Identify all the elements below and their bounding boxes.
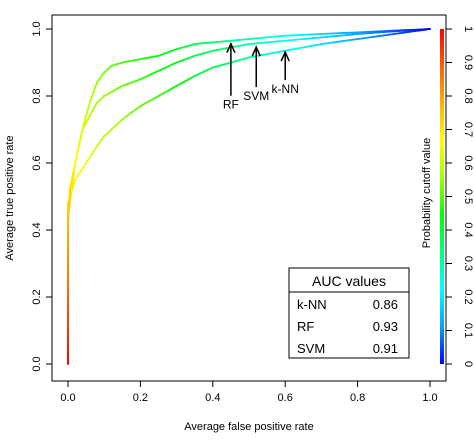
y-tick-label: 0.4 bbox=[31, 222, 43, 237]
y-tick-label: 0.6 bbox=[31, 155, 43, 170]
roc-curve-segment bbox=[130, 108, 137, 114]
x-axis-title: Average false positive rate bbox=[184, 421, 313, 433]
y-tick-label: 0.2 bbox=[31, 289, 43, 304]
y-tick-label: 1.0 bbox=[31, 21, 43, 36]
roc-curve-segment bbox=[121, 115, 128, 121]
colorbar-tick-label: 1 bbox=[462, 26, 474, 32]
annotation-rf: RF bbox=[223, 41, 239, 112]
colorbar-axis: 0 0.1 0.2 0.3 0.4 0.5 0.6 0.7 0.8 0.9 1 bbox=[446, 26, 474, 367]
auc-row-model: k-NN bbox=[297, 297, 327, 312]
x-tick-label: 0.0 bbox=[60, 392, 75, 404]
roc-curve-segment bbox=[71, 178, 74, 186]
annotation-arrow-head bbox=[280, 50, 290, 62]
roc-curve-segment bbox=[83, 117, 87, 126]
auc-row-value: 0.86 bbox=[373, 297, 398, 312]
roc-curve-k-nn bbox=[67, 28, 431, 365]
roc-curve-segment bbox=[115, 61, 124, 66]
x-tick-label: 1.0 bbox=[422, 392, 437, 404]
colorbar-tick-label: 0.3 bbox=[462, 256, 474, 271]
colorbar bbox=[440, 29, 444, 364]
colorbar-tick-label: 0.7 bbox=[462, 122, 474, 137]
roc-curve-segment bbox=[77, 139, 81, 148]
roc-curve-segment bbox=[87, 101, 91, 109]
roc-curve-segment bbox=[110, 63, 118, 67]
x-tick-label: 0.6 bbox=[278, 392, 293, 404]
auc-table-box bbox=[288, 267, 410, 359]
roc-curves bbox=[67, 28, 431, 365]
colorbar-tick-label: 0.8 bbox=[462, 88, 474, 103]
roc-curve-segment bbox=[79, 134, 83, 142]
roc-curve-segment bbox=[68, 199, 72, 207]
x-tick-label: 0.8 bbox=[350, 392, 365, 404]
annotation-arrow-head bbox=[251, 45, 261, 57]
roc-curve-segment bbox=[73, 162, 77, 170]
plot-frame bbox=[51, 14, 447, 382]
auc-table-title: AUC values bbox=[312, 273, 386, 289]
annotation-label: RF bbox=[223, 98, 239, 112]
roc-curve-segment bbox=[423, 28, 431, 31]
roc-curve-segment bbox=[125, 111, 133, 117]
roc-curve-segment bbox=[76, 145, 80, 153]
x-axis: 0.0 0.2 0.4 0.6 0.8 1.0 bbox=[60, 381, 438, 404]
curve-annotations: RF SVM k-NN bbox=[223, 41, 299, 112]
annotation-label: SVM bbox=[243, 89, 269, 103]
x-tick-label: 0.2 bbox=[133, 392, 148, 404]
auc-table: AUC values k-NN 0.86 RF 0.93 SVM 0.91 bbox=[288, 267, 410, 359]
colorbar-tick-label: 0.5 bbox=[462, 189, 474, 204]
roc-curve-segment bbox=[68, 183, 72, 191]
roc-curve-segment bbox=[70, 184, 75, 192]
annotation-svm: SVM bbox=[243, 45, 269, 103]
y-axis: 0.0 0.2 0.4 0.6 0.8 1.0 bbox=[31, 21, 52, 372]
roc-curve-segment bbox=[72, 172, 75, 180]
auc-row-model: RF bbox=[297, 319, 314, 334]
auc-row-value: 0.91 bbox=[373, 341, 398, 356]
roc-curve-segment bbox=[72, 178, 77, 187]
colorbar-tick-label: 0.6 bbox=[462, 155, 474, 170]
colorbar-tick-label: 0 bbox=[462, 361, 474, 367]
annotation-label: k-NN bbox=[272, 82, 299, 96]
colorbar-title: Probability cutoff value bbox=[421, 138, 433, 248]
colorbar-tick-label: 0.2 bbox=[462, 289, 474, 304]
y-axis-title: Average true positive rate bbox=[4, 135, 16, 260]
roc-curve-segment bbox=[84, 112, 88, 120]
roc-curve-segment bbox=[74, 156, 78, 164]
roc-curve-segment bbox=[72, 167, 76, 175]
annotation-arrow-head bbox=[226, 41, 236, 54]
roc-curve-segment bbox=[75, 150, 79, 159]
colorbar-tick-label: 0.1 bbox=[462, 323, 474, 338]
y-tick-label: 0.8 bbox=[31, 88, 43, 103]
roc-curve-segment bbox=[80, 128, 84, 136]
roc-curve-segment bbox=[134, 105, 142, 111]
roc-curve-segment bbox=[85, 107, 90, 115]
roc-curve-segment bbox=[68, 190, 73, 198]
annotation-k-nn: k-NN bbox=[272, 50, 299, 96]
colorbar-tick-label: 0.9 bbox=[462, 55, 474, 70]
auc-row-model: SVM bbox=[297, 341, 325, 356]
x-tick-label: 0.4 bbox=[205, 392, 220, 404]
colorbar-tick-label: 0.4 bbox=[462, 222, 474, 237]
auc-row-value: 0.93 bbox=[373, 319, 398, 334]
roc-curve-segment bbox=[69, 178, 73, 186]
y-tick-label: 0.0 bbox=[31, 356, 43, 371]
